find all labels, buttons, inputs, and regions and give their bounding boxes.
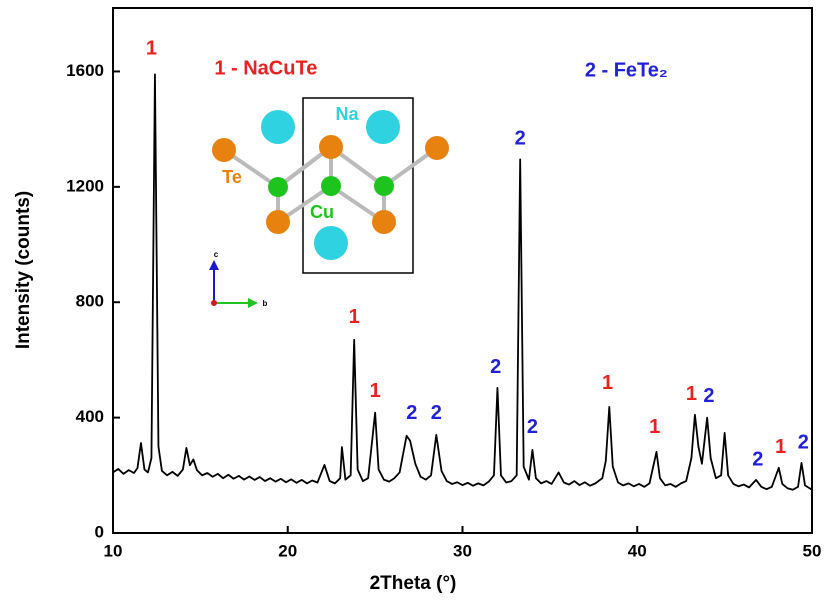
annotation: 1 - NaCuTe [214, 57, 317, 79]
annotation: 1 [146, 38, 157, 60]
unit-cell [302, 97, 414, 274]
x-tick-label: 40 [628, 541, 647, 560]
annotation: 2 [752, 448, 763, 470]
annotation: 2 - FeTe₂ [585, 60, 668, 82]
inset-label: Cu [310, 202, 334, 222]
annotation: 2 [515, 128, 526, 150]
x-tick-label: 10 [104, 541, 123, 560]
crystal-inset: Na Te Cu c b [209, 97, 449, 308]
annotation: 2 [490, 356, 501, 378]
annotation: 2 [703, 385, 714, 407]
axes-icon [209, 260, 258, 308]
x-tick-label: 50 [803, 541, 822, 560]
x-tick-label: 30 [453, 541, 472, 560]
x-tick-label: 20 [278, 541, 297, 560]
y-tick-label: 400 [76, 407, 104, 426]
inset-label: Na [335, 104, 359, 124]
plot-frame [112, 7, 813, 534]
y-tick-label: 1600 [66, 61, 104, 80]
inset-label: b [263, 299, 268, 308]
y-axis-title: Intensity (counts) [13, 191, 34, 349]
na-atoms [261, 110, 400, 260]
annotation: 1 [686, 383, 697, 405]
annotation: 1 [370, 380, 381, 402]
inset-label: Te [222, 167, 242, 187]
y-tick-label: 800 [76, 292, 104, 311]
x-axis-title: 2Theta (°) [370, 573, 457, 594]
cu-atoms [268, 176, 394, 197]
annotation: 2 [527, 416, 538, 438]
annotation: 1 [775, 436, 786, 458]
annotation: 1 [602, 372, 613, 394]
annotation: 2 [406, 402, 417, 424]
annotation: 2 [798, 431, 809, 453]
inset-label: c [214, 250, 219, 259]
y-tick-label: 1200 [66, 176, 104, 195]
te-atoms [212, 135, 449, 234]
annotation: 1 [649, 416, 660, 438]
annotation: 2 [431, 402, 442, 424]
annotation: 1 [349, 306, 360, 328]
data-line [112, 73, 813, 491]
y-tick-label: 0 [95, 522, 104, 541]
